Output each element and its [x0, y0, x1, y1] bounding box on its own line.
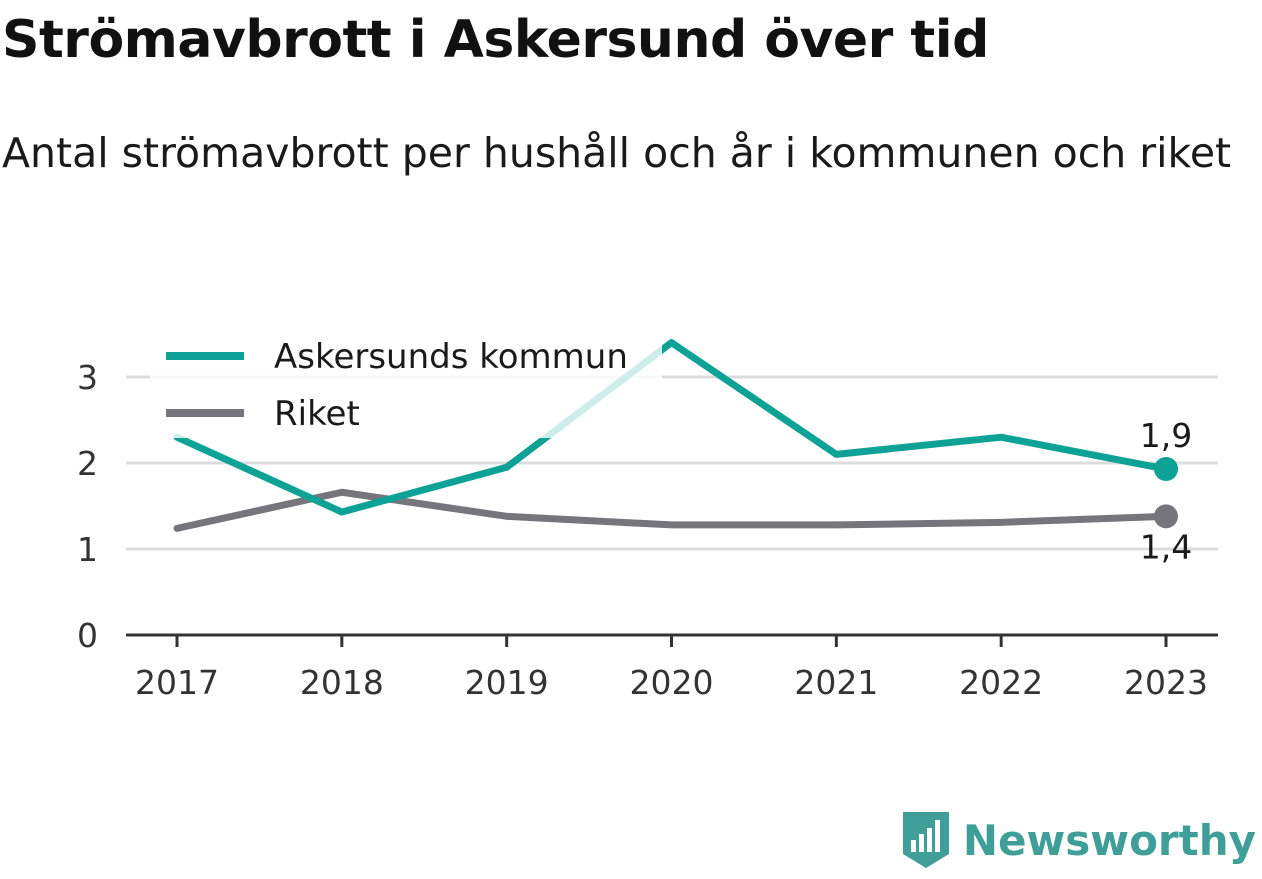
series-end-point	[1154, 504, 1178, 529]
newsworthy-logo-icon	[902, 812, 949, 868]
x-tick-label: 2017	[135, 663, 219, 702]
x-tick-label: 2023	[1124, 663, 1208, 702]
newsworthy-logo: Newsworthy	[901, 809, 1256, 871]
end-value-label: 1,4	[1140, 527, 1192, 566]
x-tick-label: 2020	[630, 663, 714, 702]
y-tick-label: 2	[77, 444, 98, 483]
x-tick-label: 2019	[465, 663, 549, 702]
x-tick-label: 2018	[300, 663, 384, 702]
legend-backdrop	[150, 322, 662, 438]
chart-title: Strömavbrott i Askersund över tid	[2, 10, 989, 70]
x-tick-label: 2021	[794, 663, 878, 702]
series-end-point	[1154, 457, 1178, 482]
x-tick-label: 2022	[959, 663, 1043, 702]
legend-label: Askersunds kommun	[274, 337, 628, 377]
end-value-labels: 1,9 1,4	[1140, 416, 1192, 566]
y-tick-label: 3	[77, 358, 98, 397]
y-tick-label: 1	[77, 530, 98, 569]
brand-name: Newsworthy	[962, 815, 1256, 865]
legend-label: Riket	[274, 394, 360, 434]
x-axis	[126, 633, 1218, 647]
x-axis-tick-labels: 2017 2018 2019 2020 2021 2022 2023	[135, 663, 1208, 702]
series-line-riket	[173, 488, 1170, 532]
end-value-label: 1,9	[1140, 416, 1192, 455]
series-lines	[173, 339, 1178, 532]
legend: Askersunds kommun Riket	[150, 322, 662, 438]
series-line-askersund	[173, 339, 1170, 516]
chart-subtitle: Antal strömavbrott per hushåll och år i …	[2, 129, 1232, 177]
y-axis-tick-labels: 0 1 2 3	[77, 358, 98, 655]
y-tick-label: 0	[77, 616, 98, 655]
